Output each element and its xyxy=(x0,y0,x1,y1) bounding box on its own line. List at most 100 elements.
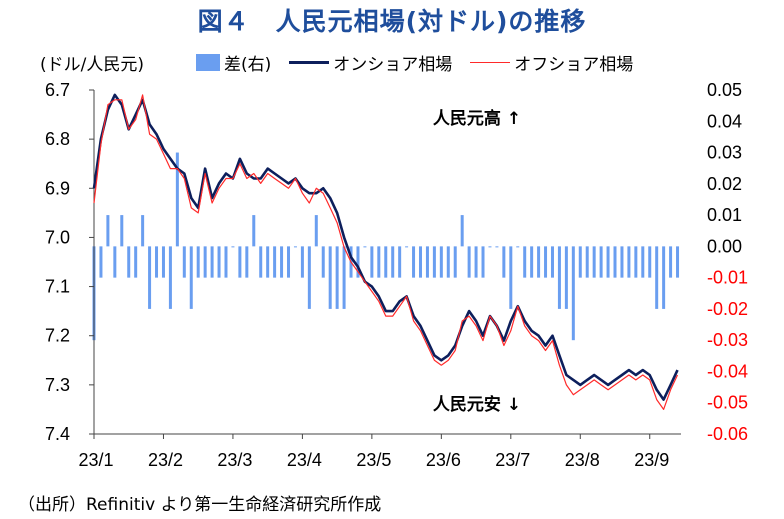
diff-bar xyxy=(641,246,645,278)
x-tick-label: 23/9 xyxy=(634,450,669,470)
diff-bar xyxy=(523,246,527,278)
diff-bar xyxy=(238,246,242,278)
x-tick-label: 23/5 xyxy=(356,450,391,470)
diff-bar xyxy=(648,246,652,278)
diff-bar xyxy=(106,215,110,247)
diff-bar xyxy=(168,246,172,309)
right-tick-label: 0.05 xyxy=(707,80,742,100)
legend-item-onshore: オンショア相場 xyxy=(289,50,452,75)
diff-bar xyxy=(259,246,263,278)
diff-bar xyxy=(300,246,304,278)
diff-bar xyxy=(120,215,124,247)
diff-bar xyxy=(474,246,478,278)
diff-bar xyxy=(418,246,422,278)
diff-bar xyxy=(488,246,492,248)
diff-bar xyxy=(307,246,311,309)
diff-bar xyxy=(196,246,200,278)
legend-label: 差(右) xyxy=(224,55,272,75)
diff-bar xyxy=(134,246,138,278)
diff-bar xyxy=(252,215,256,247)
diff-bar xyxy=(141,215,145,247)
left-tick-label: 7.3 xyxy=(45,375,70,395)
diff-bar xyxy=(391,246,395,278)
diff-bar xyxy=(356,246,360,278)
legend-item-offshore: オフショア相場 xyxy=(470,50,633,75)
diff-bar xyxy=(384,246,388,278)
right-tick-label: 0.03 xyxy=(707,143,742,163)
diff-bar xyxy=(210,246,214,278)
diff-bar xyxy=(669,246,673,278)
diff-bar xyxy=(676,246,680,278)
diff-bar xyxy=(585,246,589,278)
diff-bar xyxy=(155,246,159,278)
diff-bar xyxy=(224,246,228,278)
left-tick-label: 7.2 xyxy=(45,326,70,346)
legend-swatch-offshore xyxy=(470,62,511,63)
diff-bar xyxy=(127,246,131,278)
diff-bar xyxy=(537,246,541,278)
diff-bar xyxy=(599,246,603,278)
diff-bar xyxy=(293,246,297,248)
right-tick-label: -0.05 xyxy=(707,393,748,413)
diff-bar xyxy=(161,246,165,278)
legend-item-diff: 差(右) xyxy=(196,50,271,75)
right-tick-label: -0.04 xyxy=(707,361,748,381)
x-tick-label: 23/7 xyxy=(495,450,530,470)
legend-label: オンショア相場 xyxy=(333,55,453,75)
diff-bar xyxy=(363,246,367,248)
diff-bar xyxy=(335,246,339,309)
diff-bar xyxy=(405,246,409,248)
legend-swatch-onshore xyxy=(289,61,330,64)
diff-bar xyxy=(328,246,332,309)
diff-bar xyxy=(245,246,249,278)
diff-bar xyxy=(550,246,554,278)
right-tick-label: -0.03 xyxy=(707,330,748,350)
diff-bar xyxy=(627,246,631,278)
diff-bar xyxy=(280,246,284,278)
diff-bar xyxy=(113,246,117,278)
diff-bar xyxy=(620,246,624,278)
right-tick-label: 0.04 xyxy=(707,111,742,131)
diff-bar xyxy=(432,246,436,278)
left-tick-label: 6.9 xyxy=(45,178,70,198)
right-tick-label: -0.01 xyxy=(707,268,748,288)
x-tick-label: 23/3 xyxy=(217,450,252,470)
diff-bar xyxy=(655,246,659,309)
right-tick-label: -0.06 xyxy=(707,424,748,444)
diff-bar xyxy=(509,246,513,309)
diff-bar xyxy=(606,246,610,278)
left-axis-unit: (ドル/人民元) xyxy=(40,55,144,75)
diff-bar xyxy=(662,246,666,309)
diff-bar xyxy=(287,246,291,278)
annotation-appreciation: 人民元高 ↑ xyxy=(433,108,521,129)
offshore-line xyxy=(93,94,679,410)
diff-bar xyxy=(203,246,207,278)
diff-bar xyxy=(502,246,506,278)
annotation-depreciation: 人民元安 ↓ xyxy=(433,394,521,415)
diff-bar xyxy=(273,246,277,278)
diff-bar xyxy=(592,246,596,278)
diff-bar xyxy=(613,246,617,278)
diff-bar xyxy=(564,246,568,309)
diff-bar xyxy=(557,246,561,309)
right-tick-label: 0.01 xyxy=(707,205,742,225)
diff-bar xyxy=(231,246,235,248)
diff-bar xyxy=(342,246,346,309)
diff-bar xyxy=(148,246,152,309)
diff-bar xyxy=(544,246,548,278)
diff-bar xyxy=(453,246,457,278)
legend-swatch-bar xyxy=(196,54,220,71)
diff-bar xyxy=(530,246,534,278)
diff-bar xyxy=(481,246,485,278)
legend-label: オフショア相場 xyxy=(514,55,634,75)
x-tick-label: 23/8 xyxy=(565,450,600,470)
source-note: （出所）Refinitiv より第一生命経済研究所作成 xyxy=(18,495,382,515)
diff-bar xyxy=(321,246,325,278)
diff-bar xyxy=(370,246,374,278)
diff-bar xyxy=(571,246,575,341)
diff-bar xyxy=(175,152,179,247)
diff-bar xyxy=(467,246,471,278)
diff-bar xyxy=(189,246,193,309)
x-tick-label: 23/4 xyxy=(287,450,322,470)
diff-bar xyxy=(398,246,402,278)
